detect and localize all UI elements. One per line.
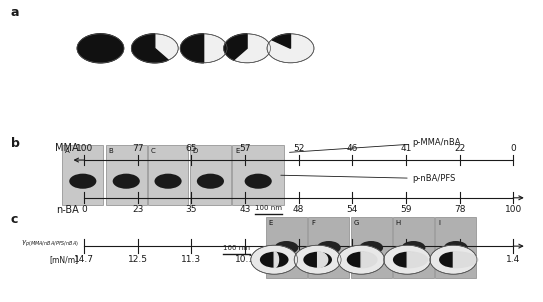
Circle shape [359,241,383,254]
Circle shape [260,252,288,268]
Text: E: E [269,220,273,226]
Text: 6.5: 6.5 [399,255,413,264]
FancyBboxPatch shape [351,217,392,278]
Circle shape [401,241,426,254]
Text: n-BA: n-BA [56,205,79,215]
Text: 11.3: 11.3 [181,255,201,264]
FancyBboxPatch shape [393,217,434,278]
Text: 57: 57 [239,143,251,153]
Text: MMA: MMA [55,143,79,153]
Text: c: c [11,213,18,226]
Polygon shape [272,34,291,48]
Ellipse shape [294,245,341,274]
Text: 9.2: 9.2 [292,255,306,264]
Text: 35: 35 [186,205,197,214]
Text: p-MMA/nBA: p-MMA/nBA [289,138,461,152]
Circle shape [393,252,421,268]
Text: 100: 100 [504,205,522,214]
Text: 54: 54 [346,205,358,214]
Circle shape [444,241,468,254]
Text: 12.5: 12.5 [128,255,148,264]
Text: 0: 0 [510,143,516,153]
Text: $\gamma_{p(MMA/nBA/PFS/nBA)}$: $\gamma_{p(MMA/nBA/PFS/nBA)}$ [21,238,79,248]
Circle shape [197,174,224,189]
Ellipse shape [180,34,227,63]
FancyBboxPatch shape [190,145,231,205]
Text: G: G [353,220,359,226]
Polygon shape [78,34,123,63]
FancyBboxPatch shape [435,217,476,278]
FancyBboxPatch shape [266,217,307,278]
Text: 22: 22 [454,143,465,153]
Polygon shape [181,34,204,63]
Text: 3.1: 3.1 [452,255,466,264]
Ellipse shape [251,245,298,274]
FancyBboxPatch shape [148,145,188,205]
Text: 59: 59 [400,205,412,214]
Polygon shape [274,252,279,268]
Text: 10.1: 10.1 [235,255,255,264]
Polygon shape [318,252,327,268]
Text: a: a [11,6,20,19]
Circle shape [347,252,375,268]
Text: E: E [235,148,239,154]
Text: 14.7: 14.7 [74,255,94,264]
Text: 100: 100 [75,143,93,153]
FancyBboxPatch shape [106,145,147,205]
Text: 48: 48 [293,205,304,214]
Text: 7.2: 7.2 [345,255,359,264]
Text: B: B [109,148,113,154]
Circle shape [244,174,272,189]
Ellipse shape [267,34,314,63]
Text: 23: 23 [132,205,143,214]
Polygon shape [132,34,168,63]
Text: 78: 78 [454,205,465,214]
Polygon shape [361,252,377,268]
Text: 100 nm: 100 nm [223,245,250,251]
Text: A: A [65,148,70,154]
Polygon shape [407,252,427,268]
Ellipse shape [224,34,270,63]
Text: 77: 77 [132,143,143,153]
FancyBboxPatch shape [232,145,284,205]
Text: 65: 65 [186,143,197,153]
Text: p-nBA/PFS: p-nBA/PFS [281,174,456,183]
Text: b: b [11,137,20,150]
Text: C: C [150,148,155,154]
Text: I: I [438,220,440,226]
Text: 0: 0 [81,205,87,214]
Ellipse shape [131,34,178,63]
Text: 43: 43 [239,205,251,214]
FancyBboxPatch shape [62,145,103,205]
Text: [mN/m]: [mN/m] [49,255,79,264]
FancyBboxPatch shape [308,217,349,278]
Text: D: D [193,148,198,154]
Ellipse shape [384,245,431,274]
Ellipse shape [77,34,124,63]
Text: F: F [311,220,315,226]
Text: H: H [396,220,401,226]
Circle shape [70,174,97,189]
Polygon shape [453,252,478,268]
Circle shape [155,174,181,189]
Ellipse shape [338,245,384,274]
Text: 1.4: 1.4 [506,255,520,264]
Text: 46: 46 [346,143,358,153]
Text: 52: 52 [293,143,304,153]
Text: 41: 41 [400,143,412,153]
Circle shape [304,252,332,268]
Circle shape [113,174,140,189]
Circle shape [274,241,299,254]
Circle shape [317,241,341,254]
Text: 100 nm: 100 nm [255,205,282,211]
Circle shape [439,252,468,268]
Polygon shape [224,34,247,60]
Ellipse shape [430,245,477,274]
